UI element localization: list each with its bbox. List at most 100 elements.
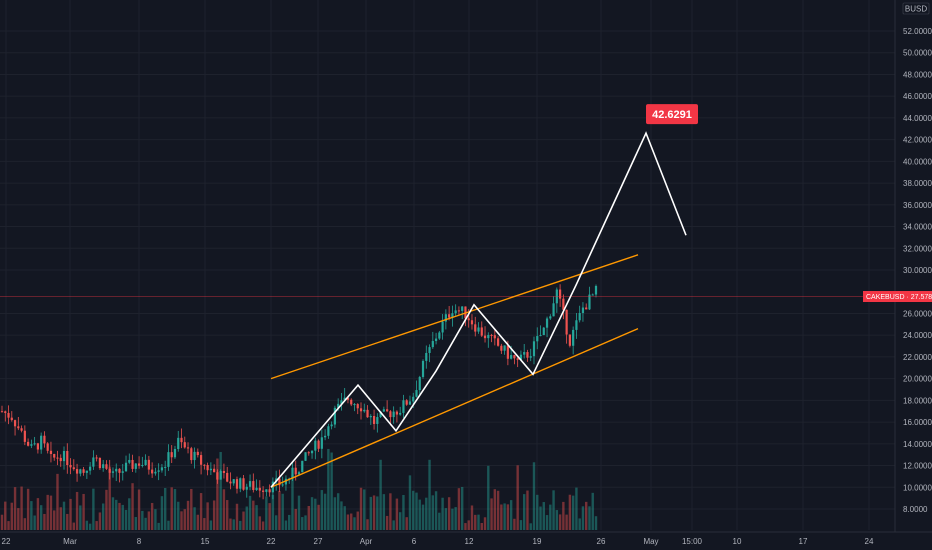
volume-bar bbox=[160, 496, 164, 530]
y-tick-label: 50.0000 bbox=[903, 49, 932, 58]
volume-bar bbox=[395, 498, 399, 530]
candle-body bbox=[519, 354, 523, 360]
candle-body bbox=[235, 479, 239, 489]
target-label: 42.6291 bbox=[646, 104, 698, 125]
volume-bar bbox=[261, 521, 265, 530]
candle-body bbox=[177, 437, 180, 449]
candle-body bbox=[10, 417, 13, 421]
volume-bar bbox=[496, 490, 500, 530]
volume-bar bbox=[49, 495, 53, 530]
candle-body bbox=[568, 334, 571, 346]
volume-bar bbox=[10, 502, 13, 530]
candle-body bbox=[408, 401, 412, 405]
candle-body bbox=[134, 463, 137, 469]
candle-body bbox=[340, 400, 343, 404]
volume-bar bbox=[343, 506, 346, 530]
volume-bar bbox=[239, 520, 242, 530]
y-tick-label: 40.0000 bbox=[903, 157, 932, 166]
projection-path bbox=[270, 131, 687, 488]
volume-bar bbox=[101, 503, 105, 530]
candle-body bbox=[467, 318, 470, 321]
candle-body bbox=[17, 426, 20, 429]
volume-bar bbox=[98, 512, 102, 530]
candle-body bbox=[30, 444, 33, 446]
volume-bar bbox=[13, 487, 17, 530]
candle-body bbox=[284, 478, 288, 485]
y-tick-label: 24.0000 bbox=[903, 331, 932, 340]
candle-body bbox=[415, 390, 418, 397]
volume-bar bbox=[115, 499, 118, 530]
volume-bar bbox=[438, 512, 441, 530]
price-axis: 8.0000 10.0000 12.0000 14.0000 16.0000 18.000… bbox=[894, 0, 932, 532]
volume-bar bbox=[203, 518, 206, 530]
candle-body bbox=[438, 332, 441, 339]
y-tick-label: 10.0000 bbox=[903, 483, 932, 492]
volume-bar bbox=[509, 500, 513, 530]
candle-body bbox=[111, 471, 115, 473]
volume-bar bbox=[552, 490, 555, 530]
volume-bar bbox=[470, 505, 474, 530]
volume-bar bbox=[118, 502, 121, 530]
volume-bar bbox=[490, 498, 493, 530]
candle-body bbox=[575, 320, 578, 330]
volume-bar bbox=[235, 503, 239, 530]
x-tick-label: 27 bbox=[314, 537, 323, 546]
volume-bar bbox=[229, 518, 232, 530]
volume-bar bbox=[330, 452, 333, 530]
x-tick-label: 12 bbox=[465, 537, 474, 546]
volume-bar bbox=[317, 504, 320, 530]
volume-bar bbox=[477, 514, 480, 530]
volume-bar bbox=[389, 493, 392, 530]
candle-body bbox=[310, 450, 314, 454]
candle-body bbox=[480, 327, 483, 336]
candle-body bbox=[144, 459, 147, 466]
volume-bar bbox=[451, 508, 454, 530]
volume-bar bbox=[421, 504, 425, 530]
candlesticks bbox=[0, 284, 598, 500]
candle-body bbox=[297, 472, 301, 475]
volume-bar bbox=[444, 508, 448, 530]
candle-body bbox=[549, 316, 552, 319]
volume-bar bbox=[219, 452, 222, 530]
candle-body bbox=[389, 411, 392, 418]
volume-bar bbox=[170, 487, 173, 530]
candle-body bbox=[4, 411, 7, 413]
candle-body bbox=[399, 412, 402, 415]
candle-body bbox=[457, 310, 461, 312]
volume-bar bbox=[297, 495, 301, 530]
volume-bar bbox=[539, 506, 542, 530]
volume-bar bbox=[206, 502, 209, 530]
volume-bar bbox=[565, 514, 568, 530]
candle-body bbox=[359, 408, 363, 412]
volume-bar bbox=[131, 483, 134, 530]
volume-bar bbox=[503, 503, 506, 530]
volume-bar bbox=[157, 522, 160, 530]
volume-bar bbox=[425, 497, 428, 530]
candle-body bbox=[160, 467, 164, 471]
candle-body bbox=[268, 489, 271, 493]
candle-body bbox=[186, 447, 190, 449]
candle-body bbox=[536, 336, 539, 342]
candle-body bbox=[572, 329, 575, 346]
volume-bar bbox=[255, 505, 258, 530]
volume-bar bbox=[500, 504, 503, 530]
volume-bar bbox=[128, 498, 131, 530]
candle-body bbox=[232, 479, 235, 484]
candle-body bbox=[33, 443, 36, 445]
volume-bar bbox=[526, 490, 529, 530]
target-label-box bbox=[646, 104, 698, 125]
candle-body bbox=[425, 352, 428, 361]
volume-bar bbox=[578, 518, 581, 530]
candle-body bbox=[206, 465, 209, 471]
channel-upper-line bbox=[270, 254, 639, 380]
volume-bar bbox=[575, 487, 578, 530]
volume-bar bbox=[167, 520, 170, 530]
volume-bar bbox=[454, 507, 457, 530]
volume-bar bbox=[79, 505, 82, 530]
volume-bar bbox=[549, 504, 552, 530]
candle-body bbox=[444, 314, 447, 322]
candle-body bbox=[242, 478, 245, 490]
candle-body bbox=[402, 400, 405, 413]
volume-bar bbox=[46, 494, 49, 530]
